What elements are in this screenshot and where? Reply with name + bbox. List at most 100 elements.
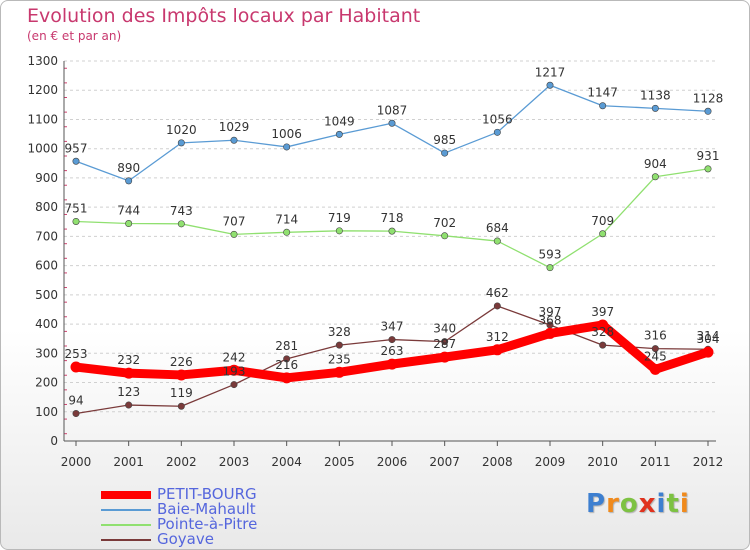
data-label: 232 xyxy=(117,353,140,367)
y-tick-label: 900 xyxy=(35,171,58,185)
data-point xyxy=(70,361,82,373)
data-label: 253 xyxy=(65,347,88,361)
data-point xyxy=(493,128,501,136)
y-tick-label: 0 xyxy=(50,434,58,448)
data-point xyxy=(388,336,396,344)
data-label: 287 xyxy=(433,337,456,351)
data-label: 1087 xyxy=(377,103,408,117)
data-point xyxy=(441,149,449,157)
y-tick-label: 400 xyxy=(35,317,58,331)
x-tick-label: 2005 xyxy=(324,455,355,469)
x-tick-label: 2011 xyxy=(640,455,671,469)
data-point xyxy=(441,232,449,240)
data-label: 304 xyxy=(697,332,720,346)
y-tick-label: 1000 xyxy=(27,142,58,156)
data-point xyxy=(386,358,398,370)
data-point xyxy=(335,130,343,138)
y-tick-label: 200 xyxy=(35,376,58,390)
data-label: 714 xyxy=(275,212,298,226)
data-point xyxy=(123,367,135,379)
data-label: 593 xyxy=(539,248,562,262)
data-point xyxy=(388,227,396,235)
data-label: 709 xyxy=(591,214,614,228)
data-point xyxy=(493,237,501,245)
data-point xyxy=(72,410,80,418)
x-tick-label: 2003 xyxy=(219,455,250,469)
data-label: 1020 xyxy=(166,123,197,137)
y-tick-label: 1300 xyxy=(27,54,58,68)
data-point xyxy=(651,104,659,112)
data-point xyxy=(599,341,607,349)
legend-swatch xyxy=(101,524,151,526)
data-point xyxy=(230,230,238,238)
data-label: 216 xyxy=(275,358,298,372)
y-tick-label: 1100 xyxy=(27,112,58,126)
data-point xyxy=(702,346,714,358)
data-point xyxy=(546,264,554,272)
y-tick-label: 600 xyxy=(35,259,58,273)
data-label: 397 xyxy=(591,305,614,319)
legend-label: Baie-Mahault xyxy=(157,500,256,518)
data-point xyxy=(388,119,396,127)
data-point xyxy=(704,165,712,173)
legend-label: Pointe-à-Pitre xyxy=(157,515,258,533)
data-point xyxy=(651,345,659,353)
data-label: 931 xyxy=(697,149,720,163)
x-tick-label: 2001 xyxy=(113,455,144,469)
data-label: 1147 xyxy=(587,86,618,100)
data-label: 707 xyxy=(223,214,246,228)
data-label: 245 xyxy=(644,349,667,363)
data-label: 312 xyxy=(486,330,509,344)
data-point xyxy=(230,136,238,144)
data-label: 328 xyxy=(591,325,614,339)
data-label: 1128 xyxy=(693,91,724,105)
data-label: 1138 xyxy=(640,88,671,102)
logo-letter: i xyxy=(679,489,690,519)
logo-letter: x xyxy=(638,489,657,519)
data-label: 1049 xyxy=(324,114,355,128)
legend-label: PETIT-BOURG xyxy=(157,485,257,503)
legend-label: Goyave xyxy=(157,530,214,548)
x-tick-label: 2009 xyxy=(535,455,566,469)
x-tick-label: 2004 xyxy=(271,455,302,469)
y-tick-label: 300 xyxy=(35,346,58,360)
data-label: 743 xyxy=(170,204,193,218)
data-label: 744 xyxy=(117,204,140,218)
data-label: 985 xyxy=(433,133,456,147)
x-tick-label: 2012 xyxy=(693,455,724,469)
data-point xyxy=(72,217,80,225)
data-label: 242 xyxy=(223,350,246,364)
y-tick-label: 800 xyxy=(35,200,58,214)
data-point xyxy=(491,344,503,356)
data-label: 1056 xyxy=(482,112,513,126)
data-label: 1006 xyxy=(271,127,302,141)
data-label: 193 xyxy=(223,365,246,379)
data-point xyxy=(651,173,659,181)
data-label: 314 xyxy=(697,329,720,343)
data-label: 123 xyxy=(117,385,140,399)
data-point xyxy=(544,327,556,339)
data-point xyxy=(283,143,291,151)
data-point xyxy=(177,220,185,228)
data-point xyxy=(175,369,187,381)
data-label: 718 xyxy=(381,211,404,225)
data-label: 328 xyxy=(328,325,351,339)
data-label: 397 xyxy=(539,305,562,319)
data-point xyxy=(228,364,240,376)
y-tick-label: 700 xyxy=(35,229,58,243)
data-point xyxy=(72,157,80,165)
data-point xyxy=(597,319,609,331)
data-point xyxy=(546,81,554,89)
data-label: 719 xyxy=(328,211,351,225)
data-point xyxy=(283,355,291,363)
logo-letter: r xyxy=(606,489,620,519)
chart-title: Evolution des Impôts locaux par Habitant xyxy=(27,5,421,27)
data-point xyxy=(283,228,291,236)
data-point xyxy=(335,341,343,349)
logo-letter: o xyxy=(619,489,639,519)
data-point xyxy=(599,102,607,110)
logo-letter: P xyxy=(586,489,607,519)
data-point xyxy=(441,338,449,346)
x-tick-label: 2010 xyxy=(587,455,618,469)
